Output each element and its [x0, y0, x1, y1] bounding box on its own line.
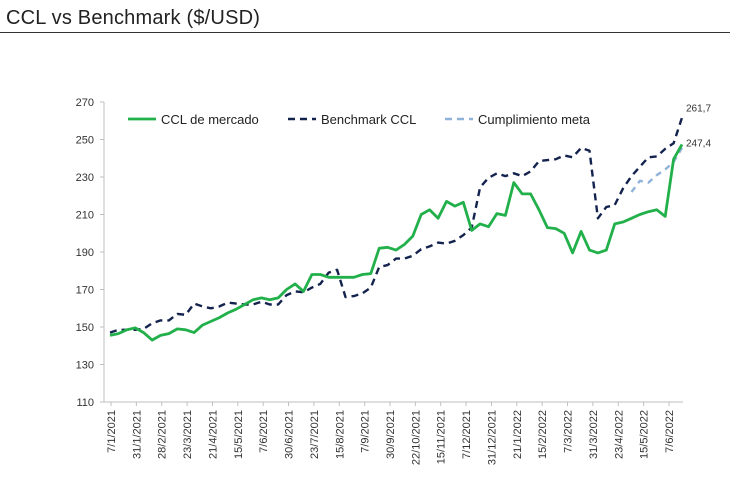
x-tick-label: 7/12/2021 — [461, 410, 473, 459]
end-label-ccl: 247,4 — [686, 138, 711, 149]
y-tick-label: 110 — [76, 397, 94, 409]
y-tick-label: 150 — [76, 322, 94, 334]
x-tick-label: 30/9/2021 — [385, 410, 397, 459]
x-tick-label: 22/10/2021 — [410, 410, 422, 465]
legend: CCL de mercado Benchmark CCL Cumplimiento … — [128, 112, 591, 127]
title-bar: CCL vs Benchmark ($/USD) — [0, 0, 730, 33]
x-tick-label: 15/5/2022 — [639, 410, 651, 459]
legend-label: CCL de mercado — [161, 112, 259, 127]
series-layer — [109, 117, 684, 342]
x-tick-label: 31/1/2021 — [131, 410, 143, 459]
legend-label: Cumplimiento meta — [478, 112, 591, 127]
x-tick-label: 7/3/2022 — [563, 410, 575, 453]
x-tick-label: 31/12/2021 — [486, 410, 498, 465]
x-tick-label: 15/8/2021 — [334, 410, 346, 459]
y-tick-label: 130 — [76, 360, 94, 372]
y-tick-label: 170 — [76, 285, 94, 297]
x-tick-label: 21/1/2022 — [512, 410, 524, 459]
x-tick-label: 15/5/2021 — [233, 410, 245, 459]
y-tick-label: 210 — [76, 210, 94, 222]
series-line-ccl-de-mercado — [109, 143, 684, 342]
series-line-benchmark-ccl — [109, 117, 684, 334]
x-tick-label: 31/3/2022 — [588, 410, 600, 459]
x-tick-label: 30/6/2021 — [284, 410, 296, 459]
end-label-benchmark: 261,7 — [686, 104, 711, 115]
y-tick-label: 270 — [76, 97, 94, 109]
x-tick-label: 21/4/2021 — [207, 410, 219, 459]
page-title: CCL vs Benchmark ($/USD) — [6, 7, 261, 29]
x-tick-label: 23/3/2021 — [182, 410, 194, 459]
x-tick-label: 15/11/2021 — [436, 410, 448, 464]
x-tick-label: 7/6/2021 — [258, 410, 270, 453]
x-tick-label: 15/2/2022 — [537, 410, 549, 459]
y-tick-label: 230 — [76, 172, 94, 184]
x-tick-label: 28/2/2021 — [157, 410, 169, 459]
end-labels: 261,7 247,4 — [686, 104, 711, 150]
y-tick-label: 190 — [76, 247, 94, 259]
series-line-cumplimiento-meta — [630, 147, 684, 193]
y-axis: 110 130 150 170 190 210 230 250 270 — [76, 97, 105, 409]
x-tick-label: 7/1/2021 — [106, 410, 118, 453]
x-axis: 7/1/2021 31/1/2021 28/2/2021 23/3/2021 21/4/… — [104, 401, 683, 465]
legend-label: Benchmark CCL — [321, 112, 416, 127]
y-tick-label: 250 — [76, 135, 94, 147]
x-tick-label: 23/7/2021 — [309, 410, 321, 459]
x-tick-label: 7/9/2021 — [360, 410, 372, 453]
x-tick-label: 23/4/2022 — [613, 410, 625, 459]
x-tick-label: 7/6/2022 — [664, 410, 676, 453]
